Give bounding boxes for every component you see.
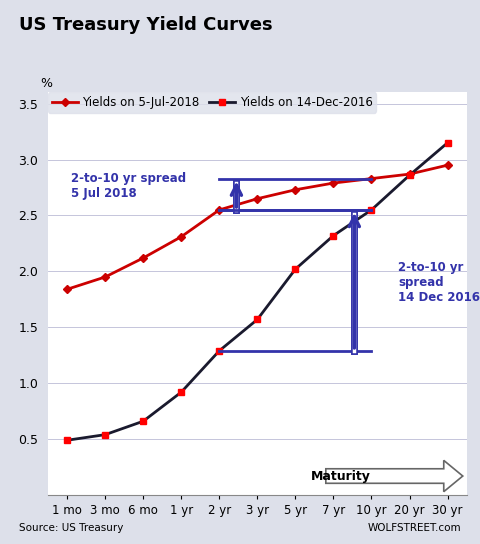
Yields on 14-Dec-2016 <box>444 140 449 146</box>
Text: Maturity: Maturity <box>310 469 370 483</box>
Text: %: % <box>40 77 52 90</box>
Yields on 14-Dec-2016 <box>64 437 70 443</box>
Yields on 14-Dec-2016 <box>140 418 146 424</box>
Yields on 14-Dec-2016 <box>102 431 108 438</box>
Yields on 14-Dec-2016 <box>292 266 298 273</box>
Line: Yields on 14-Dec-2016: Yields on 14-Dec-2016 <box>63 139 450 444</box>
Yields on 5-Jul-2018 <box>444 162 449 169</box>
Yields on 5-Jul-2018 <box>140 255 146 261</box>
Yields on 5-Jul-2018 <box>64 286 70 293</box>
Yields on 14-Dec-2016 <box>368 207 373 213</box>
Yields on 14-Dec-2016 <box>406 172 411 178</box>
Yields on 5-Jul-2018 <box>216 207 222 213</box>
Text: Source: US Treasury: Source: US Treasury <box>19 523 123 533</box>
Yields on 14-Dec-2016 <box>178 389 184 395</box>
Yields on 5-Jul-2018 <box>292 187 298 193</box>
Yields on 5-Jul-2018 <box>406 171 411 177</box>
FancyArrow shape <box>325 460 462 492</box>
Text: 2-to-10 yr spread
5 Jul 2018: 2-to-10 yr spread 5 Jul 2018 <box>71 172 186 200</box>
Yields on 14-Dec-2016 <box>254 316 260 323</box>
Line: Yields on 5-Jul-2018: Yields on 5-Jul-2018 <box>64 162 450 293</box>
Yields on 5-Jul-2018 <box>330 180 336 187</box>
Text: US Treasury Yield Curves: US Treasury Yield Curves <box>19 16 272 34</box>
Yields on 14-Dec-2016 <box>330 232 336 239</box>
Legend: Yields on 5-Jul-2018, Yields on 14-Dec-2016: Yields on 5-Jul-2018, Yields on 14-Dec-2… <box>48 92 375 113</box>
Yields on 5-Jul-2018 <box>178 233 184 240</box>
Yields on 5-Jul-2018 <box>254 195 260 202</box>
Yields on 5-Jul-2018 <box>368 175 373 182</box>
Yields on 5-Jul-2018 <box>102 274 108 280</box>
Text: 2-to-10 yr
spread
14 Dec 2016: 2-to-10 yr spread 14 Dec 2016 <box>397 261 479 304</box>
Yields on 14-Dec-2016 <box>216 348 222 354</box>
Text: WOLFSTREET.com: WOLFSTREET.com <box>367 523 461 533</box>
